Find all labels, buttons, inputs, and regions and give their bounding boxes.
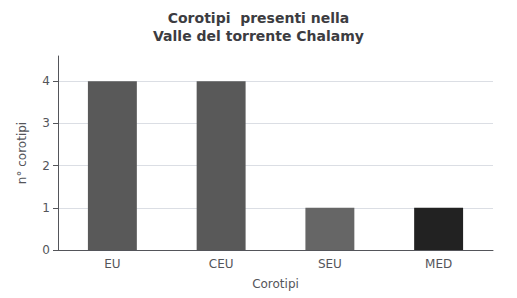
svg-text:n° corotipi: n° corotipi (15, 122, 29, 184)
svg-text:MED: MED (425, 257, 452, 271)
svg-text:0: 0 (42, 243, 50, 257)
svg-text:3: 3 (42, 116, 50, 130)
svg-text:Valle del torrente Chalamy: Valle del torrente Chalamy (153, 28, 364, 44)
svg-text:CEU: CEU (209, 257, 234, 271)
svg-text:Corotipi presenti nella: Corotipi presenti nella (168, 10, 350, 26)
svg-text:4: 4 (42, 74, 50, 88)
svg-text:2: 2 (42, 159, 50, 173)
svg-text:Corotipi: Corotipi (252, 277, 299, 291)
svg-text:SEU: SEU (318, 257, 342, 271)
svg-text:1: 1 (42, 201, 50, 215)
svg-text:EU: EU (104, 257, 120, 271)
